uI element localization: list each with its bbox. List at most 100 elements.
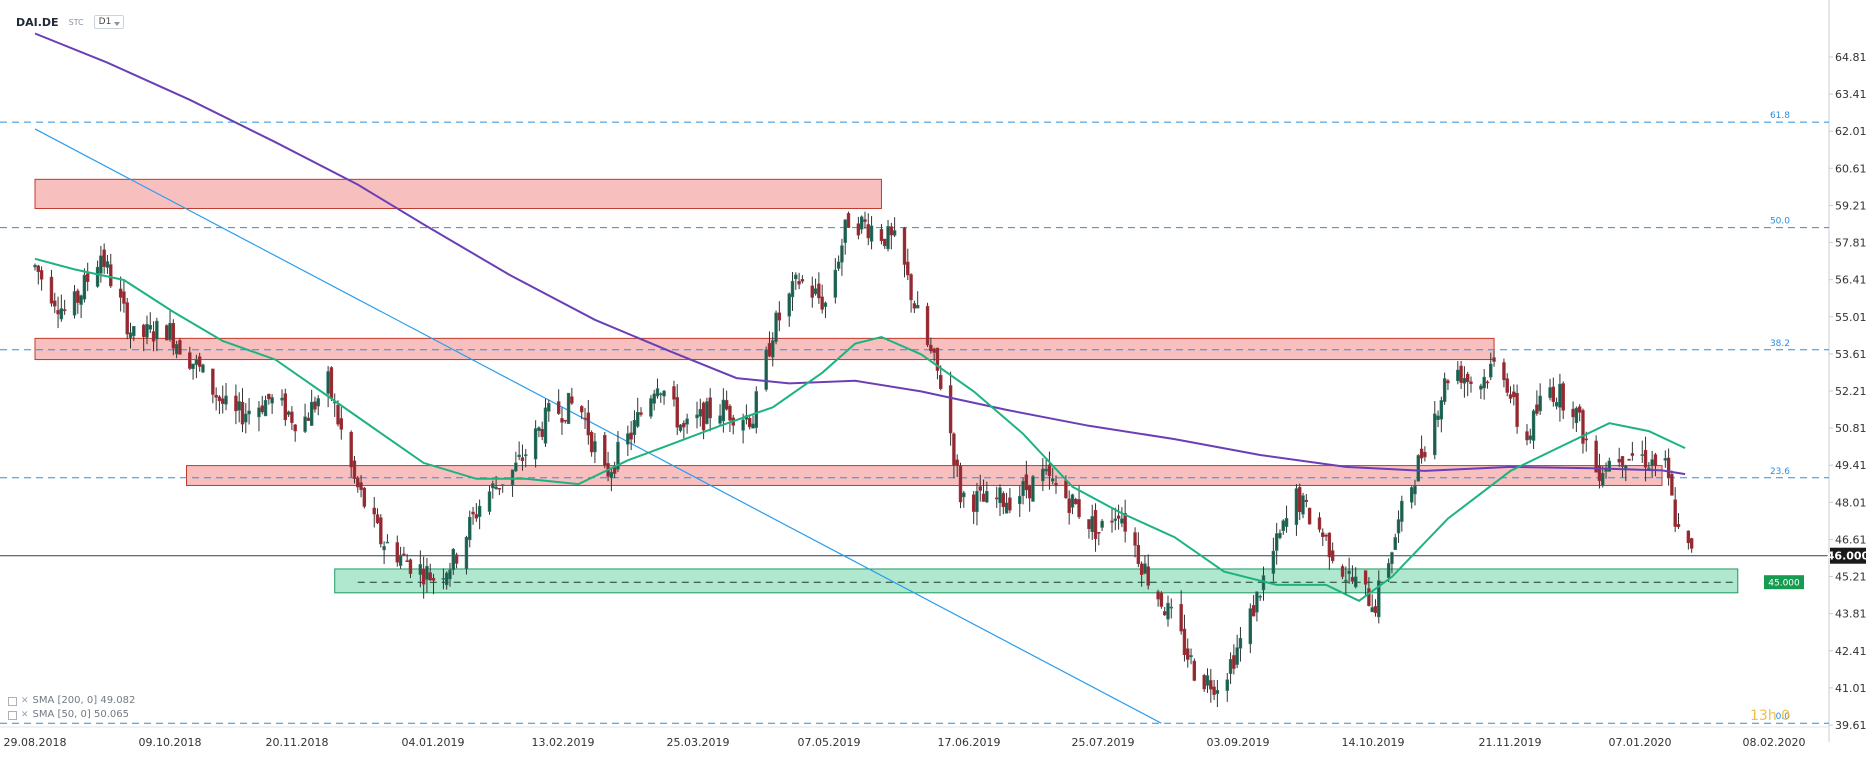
candle-down (1307, 507, 1312, 525)
candle-up (771, 340, 775, 358)
candle-up (843, 219, 847, 243)
candle-down (1689, 538, 1694, 549)
candle-up (1021, 480, 1025, 497)
candle-down (1465, 373, 1470, 383)
candle-up (1294, 488, 1299, 525)
candle-down (240, 402, 245, 425)
candle-up (1281, 520, 1285, 531)
candle-down (639, 412, 643, 415)
candle-up (263, 399, 268, 417)
candle-up (1601, 472, 1605, 486)
candle-up (1120, 518, 1124, 524)
candle-down (197, 356, 202, 367)
candle-down (879, 229, 884, 242)
close-icon[interactable]: ✕ (21, 696, 29, 706)
candle-down (428, 572, 432, 581)
candle-down (1209, 680, 1213, 690)
candle-up (685, 418, 689, 425)
candle-down (1298, 487, 1302, 513)
candle-down (1676, 524, 1681, 528)
candle-up (451, 548, 455, 571)
candle-down (125, 302, 129, 335)
symbol-label[interactable]: DAI.DE (16, 15, 59, 29)
candle-up (1377, 580, 1381, 618)
candle-down (948, 385, 953, 434)
candle-up (1386, 563, 1391, 578)
candle-down (810, 285, 814, 298)
candle-down (165, 325, 169, 341)
candle-up (1554, 402, 1559, 407)
candle-up (1400, 500, 1404, 522)
candle-down (520, 457, 525, 461)
candle-up (464, 536, 469, 569)
candle-up (626, 433, 630, 445)
support-level-tag (1764, 575, 1804, 590)
candle-down (1087, 519, 1091, 530)
candle-up (1205, 675, 1210, 686)
candle-down (583, 417, 587, 420)
candle-down (540, 428, 544, 437)
candle-up (751, 423, 755, 429)
y-tick-label: 57.815 (1835, 237, 1866, 250)
indicator-sma200[interactable]: ✕ SMA [200, 0] 49.082 (8, 694, 135, 708)
indicator-sma50[interactable]: ✕ SMA [50, 0] 50.065 (8, 708, 135, 722)
candle-up (794, 274, 798, 280)
candle-down (800, 279, 805, 282)
candle-down (1653, 454, 1658, 466)
candle-up (533, 428, 538, 460)
candle-up (1354, 576, 1358, 588)
candle-down (349, 431, 353, 468)
timeframe-select[interactable]: D1 (93, 15, 125, 29)
x-tick-label: 08.02.2020 (1743, 736, 1806, 749)
candle-down (362, 487, 367, 507)
candle-up (174, 344, 179, 355)
candle-down (909, 274, 913, 301)
candle-up (813, 288, 818, 295)
candle-down (978, 486, 982, 491)
candle-up (1113, 518, 1117, 521)
candle-down (1133, 532, 1137, 546)
candle-down (1074, 498, 1078, 505)
support-level-label: 45.000 (1768, 579, 1800, 589)
candle-down (313, 401, 317, 410)
candle-down (260, 405, 264, 413)
candle-up (1650, 459, 1654, 466)
y-tick-label: 49.414 (1835, 459, 1866, 472)
candle-down (36, 265, 40, 272)
candle-up (148, 324, 152, 330)
candle-down (293, 424, 297, 432)
indicator-settings-icon[interactable] (8, 710, 17, 720)
candle-up (695, 414, 699, 419)
candle-up (303, 416, 307, 432)
candle-up (1393, 537, 1397, 551)
candle-up (1041, 468, 1045, 482)
candle-up (659, 393, 663, 396)
y-tick-label: 46.614 (1835, 533, 1866, 546)
close-icon[interactable]: ✕ (21, 710, 29, 720)
candle-down (797, 280, 801, 285)
candle-down (336, 404, 340, 425)
candle-down (1327, 532, 1332, 558)
candle-up (836, 261, 841, 269)
fibonacci-label: 23.6 (1770, 467, 1790, 477)
candle-up (1439, 400, 1444, 420)
candle-down (1024, 474, 1029, 491)
candle-up (787, 293, 791, 317)
y-tick-label: 59.215 (1835, 199, 1866, 212)
candle-down (629, 432, 633, 440)
candle-down (971, 494, 976, 512)
x-tick-label: 17.06.2019 (938, 736, 1001, 749)
candle-down (603, 435, 607, 467)
candle-down (767, 343, 772, 357)
indicator-settings-icon[interactable] (8, 696, 17, 706)
symbol-sub-label[interactable]: STC (68, 17, 84, 27)
candle-down (408, 559, 413, 574)
y-tick-label: 50.814 (1835, 422, 1866, 435)
candle-down (1317, 517, 1322, 530)
y-tick-label: 41.014 (1835, 682, 1866, 695)
candle-down (375, 514, 380, 524)
candle-down (1581, 410, 1585, 444)
candle-down (1047, 464, 1052, 477)
